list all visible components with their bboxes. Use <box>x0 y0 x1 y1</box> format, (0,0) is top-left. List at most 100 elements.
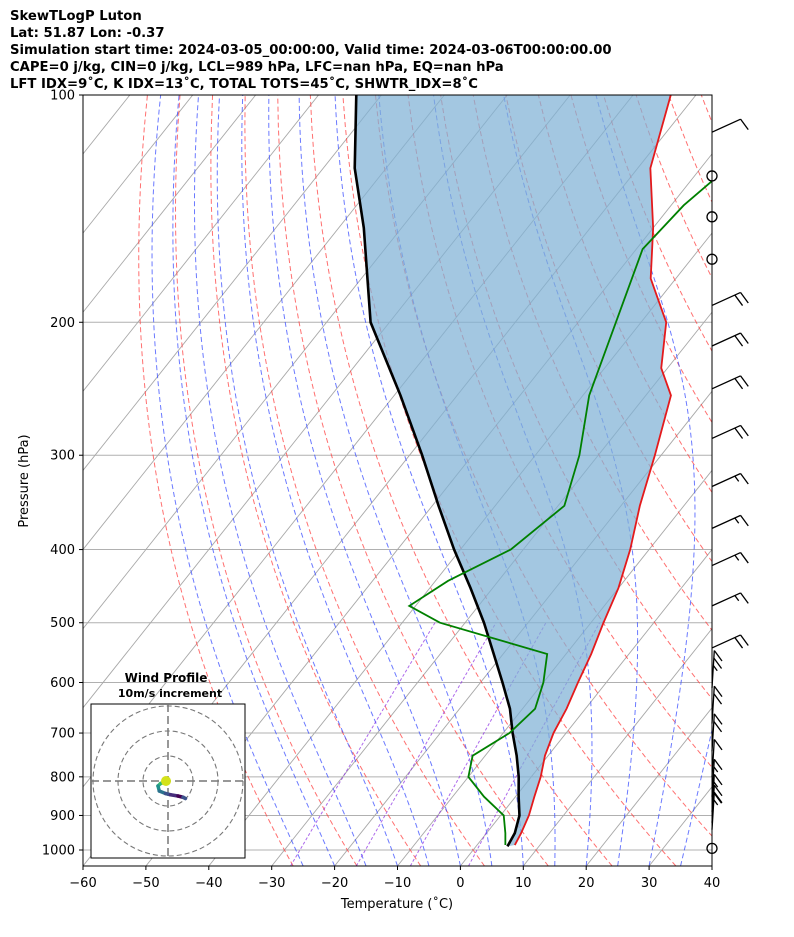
x-tick-label: 40 <box>704 876 721 891</box>
location-line: Lat: 51.87 Lon: -0.37 <box>10 26 165 41</box>
barb-flag <box>734 294 744 306</box>
barb-flag <box>713 693 723 705</box>
barb-flag <box>713 713 723 725</box>
barb-flag <box>740 292 749 304</box>
barb-flag <box>740 118 749 131</box>
dry-adiabat <box>210 95 422 866</box>
wind-barb <box>711 650 723 688</box>
y-tick-label: 1000 <box>42 844 75 859</box>
barb-staff <box>711 634 741 649</box>
moist-adiabat <box>172 95 336 866</box>
barb-flag <box>740 375 749 387</box>
dry-adiabat <box>277 95 549 866</box>
barb-staff <box>711 424 741 439</box>
wind-barb <box>711 118 749 133</box>
barb-flag <box>713 773 723 786</box>
temperature-profile-line <box>514 95 672 846</box>
moist-adiabat <box>193 95 367 866</box>
barb-flag <box>734 517 740 524</box>
chart-title-block: SkewTLogP Luton Lat: 51.87 Lon: -0.37 Si… <box>10 8 612 93</box>
barb-flag <box>713 650 723 662</box>
x-tick-label: −30 <box>258 876 285 891</box>
wind-barb <box>711 375 749 390</box>
x-tick-label: 0 <box>456 876 464 891</box>
barb-flag <box>713 685 723 698</box>
y-tick-label: 400 <box>50 543 75 558</box>
y-tick-label: 900 <box>50 809 75 824</box>
dry-adiabat <box>138 95 294 866</box>
moist-adiabat <box>298 95 493 866</box>
y-tick-label: 600 <box>50 676 75 691</box>
barb-flag <box>740 473 749 485</box>
wind-barb <box>711 713 723 752</box>
isotherm-line <box>648 786 712 866</box>
mixing-ratio-line <box>290 622 436 866</box>
barb-staff <box>711 785 715 823</box>
x-tick-label: −40 <box>195 876 222 891</box>
hodograph-inset: Wind Profile 10m/s increment <box>90 671 246 859</box>
barb-flag <box>734 335 744 347</box>
barb-flag <box>713 784 723 797</box>
barb-flag <box>713 766 719 773</box>
dry-adiabat <box>635 95 712 279</box>
wind-barb <box>711 739 723 777</box>
dry-adiabat <box>244 95 485 866</box>
moist-adiabat <box>595 95 696 866</box>
hodograph-surface-marker <box>161 776 171 786</box>
barb-staff <box>711 650 715 688</box>
isotherm-line <box>83 95 445 551</box>
mixing-ratio-line <box>355 622 497 866</box>
barb-flag <box>734 427 744 439</box>
x-tick-label: −20 <box>321 876 348 891</box>
wind-barb-calm <box>706 842 718 855</box>
wind-barb <box>711 685 723 724</box>
isotherm-line <box>522 627 712 866</box>
moist-adiabat <box>151 95 304 866</box>
wind-barb <box>711 424 749 439</box>
dry-adiabat <box>374 95 712 837</box>
isotherm-line <box>585 707 712 866</box>
barb-staff <box>711 592 741 607</box>
moist-adiabat <box>241 95 430 866</box>
y-tick-label: 500 <box>50 616 75 631</box>
barb-staff <box>711 774 715 812</box>
barb-staff <box>711 514 741 529</box>
y-tick-label: 800 <box>50 770 75 785</box>
stability-line: CAPE=0 j/kg, CIN=0 j/kg, LCL=989 hPa, LF… <box>10 60 504 75</box>
barb-staff <box>711 759 715 797</box>
barb-flag <box>734 595 740 602</box>
moist-adiabat <box>268 95 461 866</box>
barb-flag <box>740 634 749 646</box>
dry-adiabat <box>440 95 712 700</box>
wind-barb <box>711 472 749 488</box>
chart-title: SkewTLogP Luton <box>10 9 142 24</box>
barb-staff <box>711 551 741 567</box>
barb-flag <box>713 799 719 806</box>
x-tick-label: −10 <box>384 876 411 891</box>
moist-adiabat <box>216 95 398 866</box>
barb-flag <box>740 332 749 344</box>
wind-barb <box>711 291 749 307</box>
parcel-profile-line <box>353 95 521 848</box>
x-tick-label: −60 <box>69 876 96 891</box>
barb-staff <box>711 332 741 347</box>
moist-adiabat <box>334 95 524 866</box>
y-tick-label: 700 <box>50 727 75 742</box>
barb-flag <box>734 475 740 482</box>
wind-barb <box>711 332 749 347</box>
data-layer <box>353 95 712 848</box>
dry-adiabat <box>175 95 358 866</box>
dry-adiabat <box>766 95 794 866</box>
barb-staff <box>711 472 741 488</box>
barb-flag <box>740 592 749 604</box>
index-line: LFT IDX=9˚C, K IDX=13˚C, TOTAL TOTS=45˚C… <box>10 77 478 92</box>
barb-flag <box>734 637 744 649</box>
x-tick-label: 30 <box>641 876 658 891</box>
barb-flag <box>740 425 749 437</box>
barb-staff <box>711 291 741 307</box>
barb-flag <box>740 552 749 564</box>
x-tick-label: −50 <box>132 876 159 891</box>
barb-staff <box>711 713 715 752</box>
axis-layer: −60 −50 −40 −30 −20 −10 0 10 20 30 40 100 200 300 400 5… <box>42 89 720 892</box>
